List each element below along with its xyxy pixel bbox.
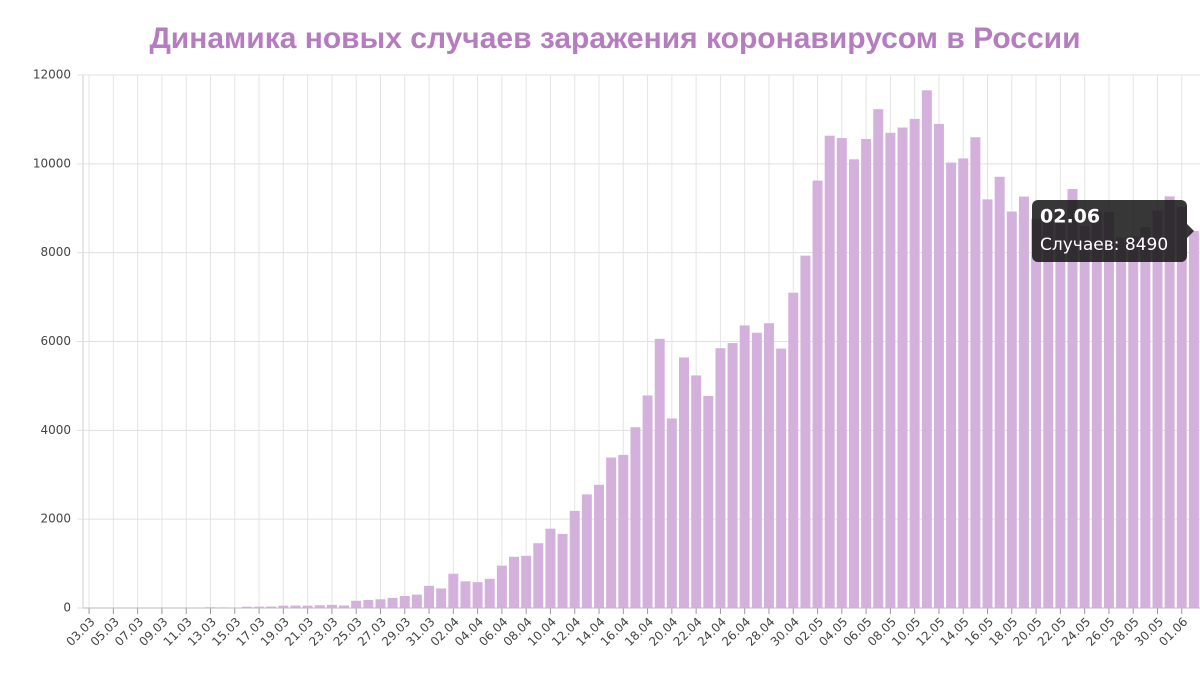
bar bbox=[399, 596, 410, 608]
chart-title: Динамика новых случаев заражения коронав… bbox=[149, 22, 1080, 55]
bar bbox=[375, 599, 386, 608]
bar bbox=[679, 357, 689, 608]
bar bbox=[1055, 212, 1066, 608]
bar bbox=[666, 418, 677, 608]
bar bbox=[448, 573, 459, 608]
tooltip: 02.06 Случаев: 8490 bbox=[1032, 200, 1194, 262]
bar bbox=[873, 109, 884, 608]
bar bbox=[363, 599, 374, 608]
bar bbox=[909, 118, 920, 608]
bar bbox=[764, 323, 774, 608]
bar bbox=[278, 605, 289, 608]
y-tick-label: 4000 bbox=[40, 423, 71, 437]
tooltip-arrow bbox=[1187, 224, 1194, 238]
bar bbox=[703, 395, 714, 608]
bar bbox=[630, 427, 641, 608]
bar bbox=[290, 605, 301, 608]
bar bbox=[727, 343, 738, 608]
bar bbox=[351, 600, 362, 608]
bar bbox=[776, 348, 787, 608]
bar bbox=[1116, 237, 1127, 608]
bar bbox=[1079, 226, 1090, 608]
y-tick-label: 8000 bbox=[40, 245, 71, 259]
bar bbox=[484, 578, 495, 608]
bar bbox=[812, 180, 823, 608]
bar bbox=[533, 543, 544, 608]
bar bbox=[1164, 196, 1175, 609]
bar bbox=[545, 528, 556, 608]
bar bbox=[424, 585, 435, 608]
bar bbox=[970, 137, 981, 609]
bar bbox=[302, 605, 313, 608]
bar bbox=[691, 375, 702, 608]
tooltip-title: 02.06 bbox=[1040, 206, 1100, 228]
bar bbox=[326, 604, 337, 608]
bar bbox=[994, 176, 1005, 608]
bar bbox=[1043, 214, 1054, 608]
tooltip-box bbox=[1032, 200, 1187, 262]
bar bbox=[472, 582, 483, 608]
bar bbox=[1152, 210, 1163, 608]
bar bbox=[618, 454, 629, 608]
bar bbox=[897, 127, 908, 608]
bar bbox=[557, 533, 568, 608]
y-tick-label: 2000 bbox=[40, 512, 71, 526]
bar bbox=[460, 581, 471, 608]
bar bbox=[387, 597, 398, 608]
bar bbox=[921, 90, 932, 608]
bar bbox=[1018, 196, 1029, 608]
bar bbox=[933, 123, 944, 609]
bar bbox=[254, 606, 265, 608]
y-tick-label: 12000 bbox=[33, 68, 71, 82]
bar bbox=[1067, 188, 1078, 609]
bar bbox=[800, 255, 811, 608]
bar bbox=[411, 594, 422, 608]
bar bbox=[1031, 218, 1042, 608]
bar bbox=[266, 606, 277, 608]
bar bbox=[1140, 227, 1151, 609]
bar bbox=[715, 348, 726, 608]
bar bbox=[861, 139, 872, 609]
bar bbox=[1006, 211, 1017, 608]
y-tick-label: 0 bbox=[63, 601, 71, 615]
bar bbox=[885, 132, 896, 609]
bar bbox=[581, 494, 592, 608]
bar bbox=[314, 605, 325, 608]
bar bbox=[824, 135, 835, 608]
bar bbox=[339, 605, 350, 608]
bar bbox=[848, 159, 859, 608]
bar bbox=[509, 556, 519, 608]
bar bbox=[958, 158, 969, 609]
bar bbox=[521, 555, 532, 608]
bar bbox=[1188, 230, 1199, 608]
bar bbox=[436, 588, 447, 608]
bar bbox=[594, 484, 604, 608]
bar bbox=[946, 162, 957, 608]
bar bbox=[739, 325, 750, 608]
bar bbox=[606, 457, 617, 608]
bar bbox=[982, 199, 993, 608]
bar bbox=[496, 565, 507, 608]
bar bbox=[1091, 210, 1102, 608]
bar bbox=[654, 338, 665, 608]
bar bbox=[569, 510, 580, 608]
bar bbox=[642, 395, 653, 608]
bar bbox=[1128, 236, 1139, 608]
bar bbox=[836, 138, 847, 608]
tooltip-text: Случаев: 8490 bbox=[1040, 235, 1168, 255]
y-tick-label: 10000 bbox=[33, 156, 71, 170]
bar bbox=[1176, 206, 1187, 608]
bar bbox=[1103, 212, 1114, 608]
bar bbox=[241, 606, 252, 608]
bar bbox=[751, 332, 762, 608]
y-tick-label: 6000 bbox=[40, 334, 71, 348]
bar bbox=[788, 292, 799, 608]
